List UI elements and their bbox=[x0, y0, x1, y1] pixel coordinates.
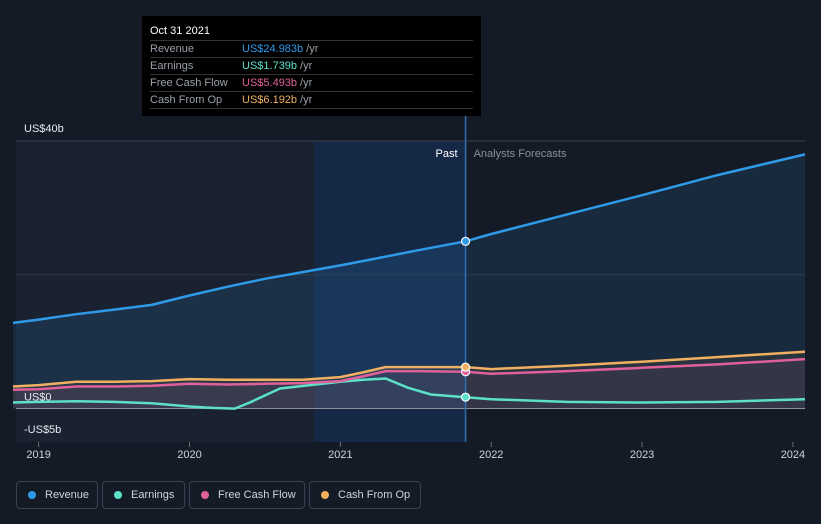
marker-earnings bbox=[460, 392, 471, 402]
series-lines bbox=[12, 153, 806, 410]
legend-label: Earnings bbox=[131, 489, 175, 501]
series-areas bbox=[13, 154, 805, 409]
legend-item-cash-from-op[interactable]: Cash From Op bbox=[309, 481, 421, 509]
area-revenue bbox=[13, 154, 805, 409]
tooltip-date: Oct 31 2021 bbox=[150, 25, 210, 37]
tooltip-label: Revenue bbox=[150, 43, 195, 55]
tooltip-label: Earnings bbox=[150, 60, 194, 72]
tooltip-unit: /yr bbox=[300, 77, 313, 89]
y-tick-label: US$40b bbox=[24, 123, 64, 135]
area-cash-from-op bbox=[13, 351, 805, 409]
line-revenue bbox=[12, 153, 806, 325]
marker-revenue bbox=[460, 236, 471, 246]
tooltip-label: Free Cash Flow bbox=[150, 77, 228, 89]
legend-dot-icon bbox=[321, 491, 329, 499]
tooltip-value-text: US$24.983b bbox=[242, 43, 304, 55]
tooltip-label: Cash From Op bbox=[150, 94, 223, 106]
tooltip-value-text: US$6.192b bbox=[242, 94, 298, 106]
line-cash-from-op bbox=[12, 350, 806, 388]
y-tick-label: US$0 bbox=[24, 392, 52, 404]
tooltip-value: US$24.983b/yr bbox=[242, 43, 318, 55]
legend-label: Free Cash Flow bbox=[218, 489, 296, 501]
legend-item-earnings[interactable]: Earnings bbox=[102, 481, 185, 509]
x-tick-label: 2022 bbox=[479, 449, 503, 461]
tooltip: Oct 31 2021 Revenue US$24.983b/yr Earnin… bbox=[142, 16, 481, 116]
x-tick-label: 2021 bbox=[328, 449, 352, 461]
tooltip-unit: /yr bbox=[300, 60, 313, 72]
forecast-label: Analysts Forecasts bbox=[474, 148, 567, 160]
tooltip-value: US$6.192b/yr bbox=[242, 94, 312, 106]
tooltip-row-earnings: Earnings US$1.739b/yr bbox=[150, 57, 473, 74]
tooltip-value: US$5.493b/yr bbox=[242, 77, 312, 89]
line-earnings bbox=[12, 377, 806, 410]
legend-dot-icon bbox=[28, 491, 36, 499]
tooltip-value-text: US$1.739b bbox=[242, 60, 298, 72]
legend-label: Cash From Op bbox=[338, 489, 411, 501]
line-free-cash-flow bbox=[12, 357, 806, 392]
legend-dot-icon bbox=[201, 491, 209, 499]
y-tick-label: -US$5b bbox=[24, 424, 61, 436]
x-tick-label: 2020 bbox=[177, 449, 201, 461]
x-tick-label: 2024 bbox=[781, 449, 805, 461]
tooltip-value: US$1.739b/yr bbox=[242, 60, 312, 72]
legend-dot-icon bbox=[114, 491, 122, 499]
legend-label: Revenue bbox=[45, 489, 90, 501]
legend-item-revenue[interactable]: Revenue bbox=[16, 481, 98, 509]
tooltip-row-free-cash-flow: Free Cash Flow US$5.493b/yr bbox=[150, 74, 473, 91]
marker-cash-from-op bbox=[460, 362, 471, 372]
area-free-cash-flow bbox=[13, 359, 805, 409]
tooltip-row-cash-from-op: Cash From Op US$6.192b/yr bbox=[150, 91, 473, 109]
highlight-region bbox=[314, 141, 466, 442]
tooltip-unit: /yr bbox=[306, 43, 319, 55]
series-markers bbox=[460, 236, 471, 402]
tooltip-unit: /yr bbox=[300, 94, 313, 106]
x-tick-label: 2023 bbox=[630, 449, 654, 461]
x-axis: 2019 2020 2021 2022 2023 2024 bbox=[26, 442, 805, 461]
legend-item-free-cash-flow[interactable]: Free Cash Flow bbox=[189, 481, 305, 509]
x-tick-label: 2019 bbox=[26, 449, 50, 461]
tooltip-row-revenue: Revenue US$24.983b/yr bbox=[150, 40, 473, 57]
past-label: Past bbox=[436, 148, 458, 160]
tooltip-value-text: US$5.493b bbox=[242, 77, 298, 89]
